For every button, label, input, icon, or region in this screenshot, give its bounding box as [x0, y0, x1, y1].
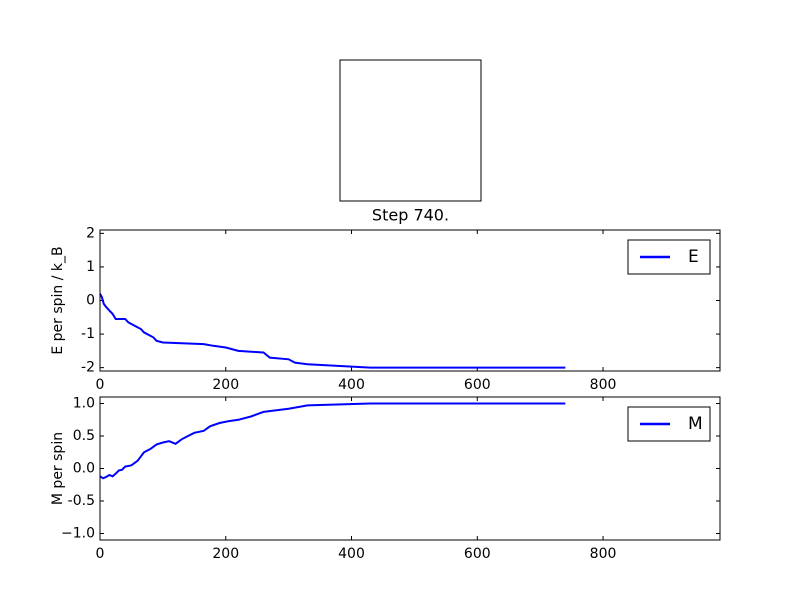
- x-tick-label: 400: [338, 377, 365, 393]
- axes-frame: [99, 396, 721, 541]
- y-tick-label: 1: [86, 259, 95, 275]
- x-tick-label: 200: [212, 377, 239, 393]
- x-tick-label: 600: [464, 377, 491, 393]
- data-line: [99, 293, 566, 369]
- y-tick-label: -0.5: [68, 493, 95, 509]
- y-tick-label: 0.5: [73, 428, 95, 444]
- y-tick-label: 2: [86, 225, 95, 241]
- x-tick-label: 400: [338, 546, 365, 562]
- y-tick-label: -1: [81, 326, 95, 342]
- y-tick-label: -2: [81, 360, 95, 376]
- data-line: [99, 402, 566, 480]
- x-tick-label: 0: [96, 546, 105, 562]
- x-tick-label: 200: [212, 546, 239, 562]
- y-tick-label: −1.0: [61, 526, 95, 542]
- x-tick-label: 800: [590, 377, 617, 393]
- x-tick-label: 800: [590, 546, 617, 562]
- axes-frame: [99, 229, 721, 372]
- image-axes: [339, 59, 482, 202]
- y-axis-label: M per spin: [50, 432, 66, 505]
- y-axis-label: E per spin / k_B: [50, 246, 66, 354]
- y-tick-label: 0.0: [73, 461, 95, 477]
- x-tick-label: 600: [464, 546, 491, 562]
- y-tick-label: 1.0: [73, 396, 95, 412]
- legend-label: M: [688, 414, 703, 434]
- x-tick-label: 0: [96, 377, 105, 393]
- image-caption: Step 740.: [372, 206, 449, 225]
- y-tick-label: 0: [86, 293, 95, 309]
- legend-label: E: [688, 247, 699, 267]
